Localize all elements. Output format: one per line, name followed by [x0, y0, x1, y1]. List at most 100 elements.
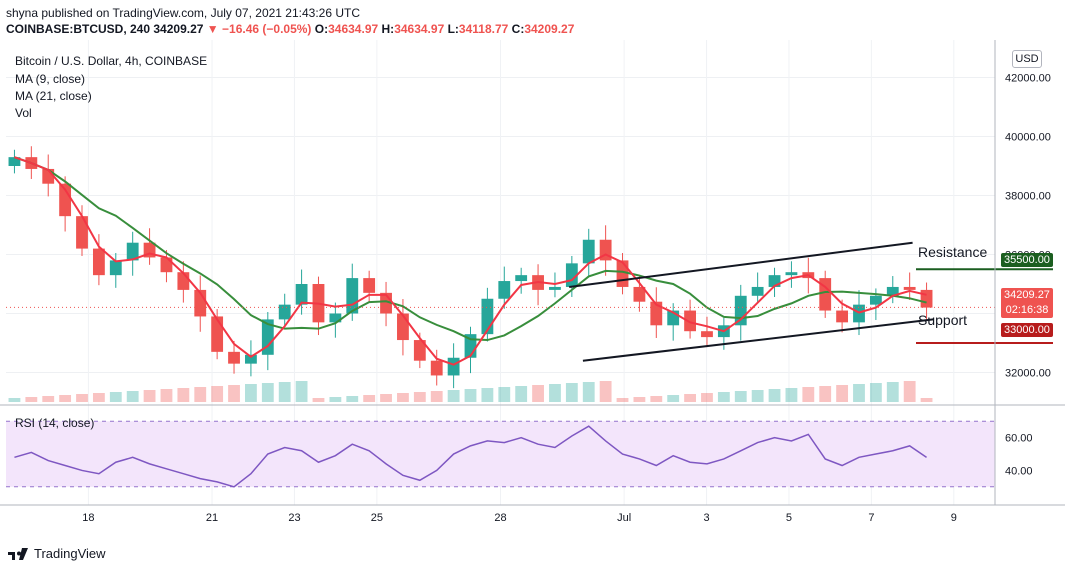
candle-body: [42, 168, 55, 184]
candle-body: [582, 239, 595, 264]
candle-body: [886, 286, 899, 296]
candle-body: [515, 275, 528, 282]
volume-bar: [25, 397, 38, 402]
tradingview-branding[interactable]: TradingView: [8, 546, 106, 561]
candle-body: [8, 157, 21, 166]
current-price-tag: 34209.27 02:16:38: [1001, 288, 1053, 318]
candle-body: [59, 183, 72, 217]
volume-bar: [853, 384, 865, 402]
candle-body: [447, 357, 460, 376]
candle-body: [126, 242, 139, 261]
candle-body: [211, 316, 224, 352]
volume-bar: [903, 381, 916, 402]
volume-bar: [160, 389, 173, 402]
price-tick-label: 38000.00: [1005, 191, 1051, 203]
volume-bar: [228, 385, 240, 402]
volume-bar: [177, 388, 190, 402]
volume-bar: [447, 390, 460, 402]
volume-bar: [717, 392, 730, 402]
rsi-legend[interactable]: RSI (14, close): [15, 416, 95, 430]
candle-body: [228, 351, 240, 364]
volume-bar: [42, 396, 55, 402]
candle-body: [160, 257, 173, 273]
candle-body: [245, 354, 257, 364]
volume-bar: [650, 396, 663, 402]
close-value: 34209.27: [524, 22, 575, 36]
candles: [8, 146, 933, 389]
rsi-tick-label: 60.00: [1005, 433, 1033, 445]
axes: [0, 40, 1065, 506]
candle-body: [768, 275, 781, 287]
volume-bar: [92, 393, 105, 402]
ma9-legend[interactable]: MA (9, close): [15, 72, 86, 86]
volume-bar: [599, 381, 612, 402]
volume-bar: [616, 398, 629, 402]
volume-bar: [312, 398, 325, 402]
volume-bar: [261, 383, 274, 402]
volume-bar: [363, 395, 376, 402]
down-triangle-icon: ▼: [206, 22, 219, 36]
volume-bar: [143, 390, 156, 402]
candle-body: [684, 310, 696, 332]
volume-bar: [836, 385, 849, 402]
tradingview-name: TradingView: [34, 546, 106, 561]
candle-body: [650, 301, 663, 326]
candle-body: [734, 295, 747, 326]
tick-labels: 42000.0040000.0038000.0036000.0032000.00…: [82, 73, 1051, 525]
volume-bar: [109, 392, 122, 402]
candle-body: [177, 272, 190, 290]
channel-line: [582, 318, 934, 362]
price-tick-label: 42000.00: [1005, 73, 1051, 85]
candle-body: [346, 278, 359, 314]
volume-bar: [346, 396, 359, 402]
candle-body: [380, 292, 392, 314]
candle-body: [363, 278, 376, 293]
candle-body: [565, 263, 578, 287]
rsi-band: [6, 421, 995, 487]
rsi-tick-label: 40.00: [1005, 465, 1033, 477]
last-price: 34209.27: [153, 22, 204, 36]
candle-body: [819, 278, 832, 311]
channel-line: [569, 241, 913, 288]
volume-bar: [76, 394, 88, 402]
support-label: Support: [918, 312, 968, 328]
candle-body: [329, 313, 342, 323]
candle-body: [869, 295, 882, 305]
volume-bar: [701, 393, 713, 402]
volume-bar: [380, 394, 392, 402]
volume-bar: [532, 385, 544, 402]
volume-bar: [785, 388, 798, 402]
candle-body: [616, 260, 629, 287]
volume-bar: [802, 387, 815, 402]
candle-body: [751, 286, 764, 296]
candle-body: [295, 284, 308, 305]
candle-body: [143, 242, 156, 258]
symbol: COINBASE:BTCUSD, 240: [6, 22, 151, 36]
time-tick-label: 21: [206, 512, 218, 524]
volume-bar: [8, 398, 21, 402]
volume-bar: [211, 386, 224, 402]
time-tick-label: 5: [786, 512, 792, 524]
volume-bar: [734, 391, 747, 402]
volume-bar: [667, 395, 680, 402]
volume-bar: [59, 395, 72, 402]
ma21-legend[interactable]: MA (21, close): [15, 89, 92, 103]
ohlc-line: COINBASE:BTCUSD, 240 34209.27 ▼ −16.46 (…: [6, 22, 574, 36]
volume-bar: [633, 397, 646, 402]
publisher-line: shyna published on TradingView.com, July…: [6, 6, 360, 20]
currency-button[interactable]: USD: [1012, 50, 1042, 68]
ma9-line: [14, 156, 927, 366]
open-value: 34634.97: [328, 22, 379, 36]
volume-bar: [751, 390, 764, 402]
candle-body: [397, 313, 409, 341]
time-tick-label: 3: [703, 512, 709, 524]
volume-bar: [582, 382, 595, 402]
price-change: −16.46 (−0.05%): [222, 22, 312, 36]
high-label: H:: [381, 22, 395, 36]
volume-bar: [549, 384, 561, 402]
candle-body: [498, 281, 511, 299]
vol-legend[interactable]: Vol: [15, 106, 32, 120]
price-chart[interactable]: 42000.0040000.0038000.0036000.0032000.00…: [0, 40, 1065, 540]
channel: [569, 241, 934, 362]
resistance-price-tag: 35500.00: [1001, 253, 1053, 267]
